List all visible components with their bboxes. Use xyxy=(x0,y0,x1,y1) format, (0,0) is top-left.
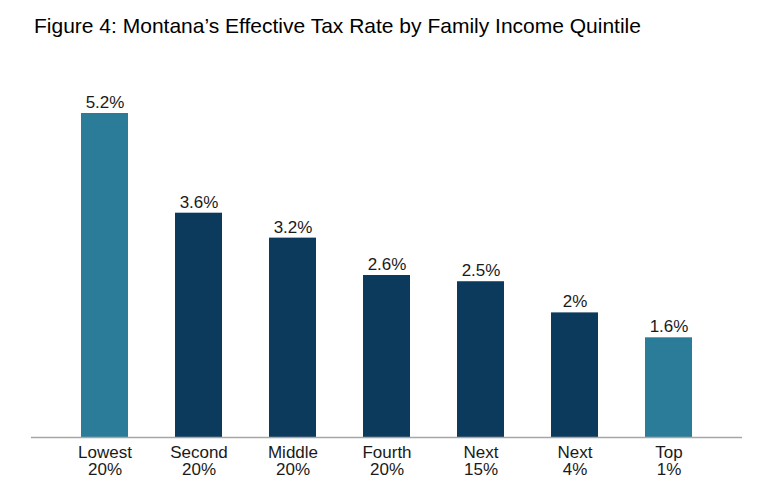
svg-text:3.6%: 3.6% xyxy=(180,193,219,212)
svg-text:2.5%: 2.5% xyxy=(462,261,501,280)
html-text:Figure 4: Montana’s Effective: Figure 4: Montana’s Effective Tax Rate b… xyxy=(34,14,641,37)
svg-text:2.6%: 2.6% xyxy=(368,255,407,274)
svg-text:3.2%: 3.2% xyxy=(274,218,313,237)
svg-text:Next4%: Next4% xyxy=(558,443,593,479)
svg-text:Next15%: Next15% xyxy=(464,443,499,479)
svg-text:5.2%: 5.2% xyxy=(86,93,125,112)
svg-text:Middle20%: Middle20% xyxy=(268,443,318,479)
svg-text:Lowest20%: Lowest20% xyxy=(78,443,132,479)
svg-text:2%: 2% xyxy=(563,292,588,311)
svg-text:Fourth20%: Fourth20% xyxy=(362,443,411,479)
svg-text:Second20%: Second20% xyxy=(170,443,228,479)
svg-text:Top1%: Top1% xyxy=(655,443,682,479)
svg-text:1.6%: 1.6% xyxy=(650,317,689,336)
